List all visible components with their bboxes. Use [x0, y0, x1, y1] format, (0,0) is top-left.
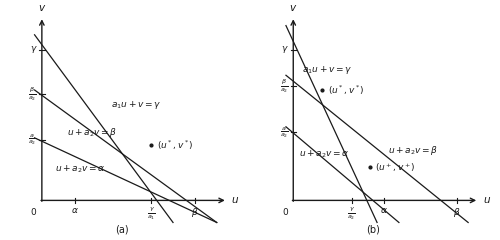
Text: $\frac{a}{a_2}$: $\frac{a}{a_2}$: [280, 125, 288, 140]
Text: $\frac{\gamma}{a_1}$: $\frac{\gamma}{a_1}$: [146, 206, 156, 222]
Text: $\beta$: $\beta$: [454, 206, 461, 219]
Text: (a): (a): [115, 224, 129, 234]
Text: 0: 0: [30, 208, 36, 217]
Text: $(u^*, v^*)$: $(u^*, v^*)$: [156, 138, 193, 152]
Text: $\frac{\beta}{a_2}$: $\frac{\beta}{a_2}$: [280, 78, 288, 95]
Text: $(u^+, v^+)$: $(u^+, v^+)$: [375, 161, 416, 174]
Text: $v$: $v$: [289, 3, 298, 13]
Text: $\beta$: $\beta$: [191, 206, 198, 219]
Text: $\frac{\beta}{a_2}$: $\frac{\beta}{a_2}$: [28, 85, 38, 102]
Text: $v$: $v$: [38, 3, 46, 13]
Text: $a_1u + v = \gamma$: $a_1u + v = \gamma$: [111, 99, 162, 111]
Text: $u + a_2v = \alpha$: $u + a_2v = \alpha$: [298, 149, 350, 160]
Text: $\alpha$: $\alpha$: [70, 206, 78, 215]
Text: (b): (b): [366, 224, 380, 234]
Text: $a_1u + v = \gamma$: $a_1u + v = \gamma$: [302, 64, 353, 76]
Text: $\frac{a}{a_2}$: $\frac{a}{a_2}$: [28, 132, 38, 147]
Text: 0: 0: [282, 208, 288, 217]
Text: $(u^*, v^*)$: $(u^*, v^*)$: [328, 83, 364, 97]
Text: $\gamma$: $\gamma$: [30, 44, 38, 55]
Text: $\alpha$: $\alpha$: [380, 206, 388, 215]
Text: $u + a_2v = \beta$: $u + a_2v = \beta$: [388, 144, 438, 157]
Text: $\frac{\gamma}{a_2}$: $\frac{\gamma}{a_2}$: [347, 206, 356, 222]
Text: $u$: $u$: [482, 195, 491, 205]
Text: $u + a_2v = \alpha$: $u + a_2v = \alpha$: [54, 163, 106, 175]
Text: $\gamma$: $\gamma$: [281, 44, 288, 55]
Text: $u$: $u$: [232, 195, 239, 205]
Text: $u + a_2v = \beta$: $u + a_2v = \beta$: [68, 126, 117, 139]
